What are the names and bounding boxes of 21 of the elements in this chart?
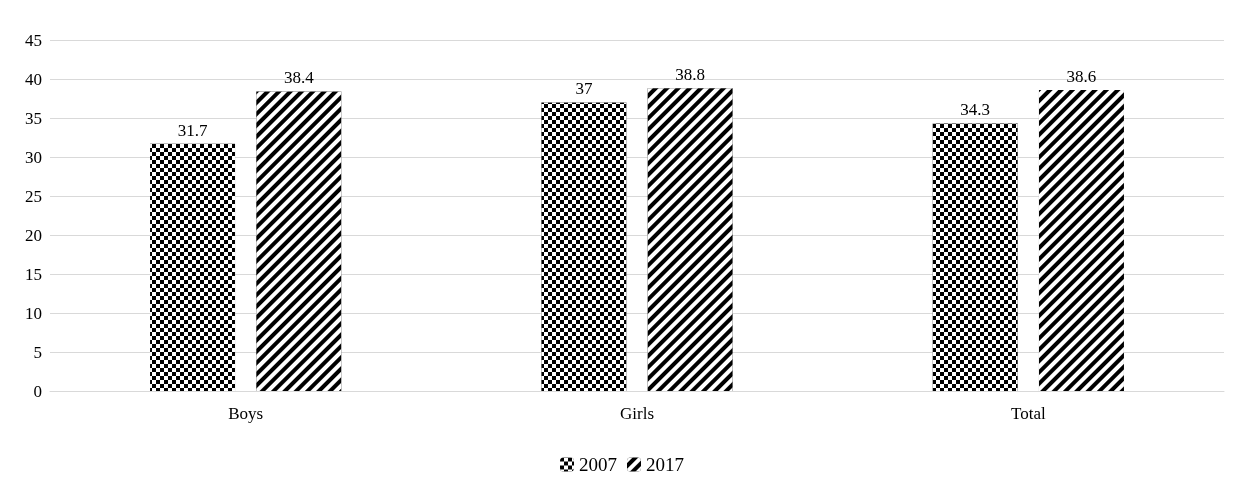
legend-label: 2017 xyxy=(646,454,684,475)
y-tick-label: 0 xyxy=(33,381,42,401)
x-tick-label: Boys xyxy=(228,404,264,423)
y-tick-label: 20 xyxy=(25,225,42,245)
y-tick-label: 30 xyxy=(25,147,42,167)
data-label: 38.4 xyxy=(283,68,315,88)
legend-label: 2007 xyxy=(579,454,617,475)
y-tick-label: 45 xyxy=(25,30,42,50)
data-label: 38.8 xyxy=(675,65,705,85)
y-tick-label: 10 xyxy=(25,303,42,323)
data-label: 38.6 xyxy=(1066,66,1097,86)
data-label: 34.3 xyxy=(960,100,991,120)
data-label: 37 xyxy=(575,79,593,99)
data-label: 31.7 xyxy=(177,120,208,140)
y-tick-label: 35 xyxy=(25,108,42,128)
y-tick-label: 25 xyxy=(25,186,42,206)
y-tick-label: 5 xyxy=(33,342,42,362)
x-tick-label: Girls xyxy=(620,404,654,423)
x-tick-label: Total xyxy=(1010,404,1046,423)
y-tick-label: 15 xyxy=(25,264,42,284)
y-tick-label: 40 xyxy=(25,69,42,89)
